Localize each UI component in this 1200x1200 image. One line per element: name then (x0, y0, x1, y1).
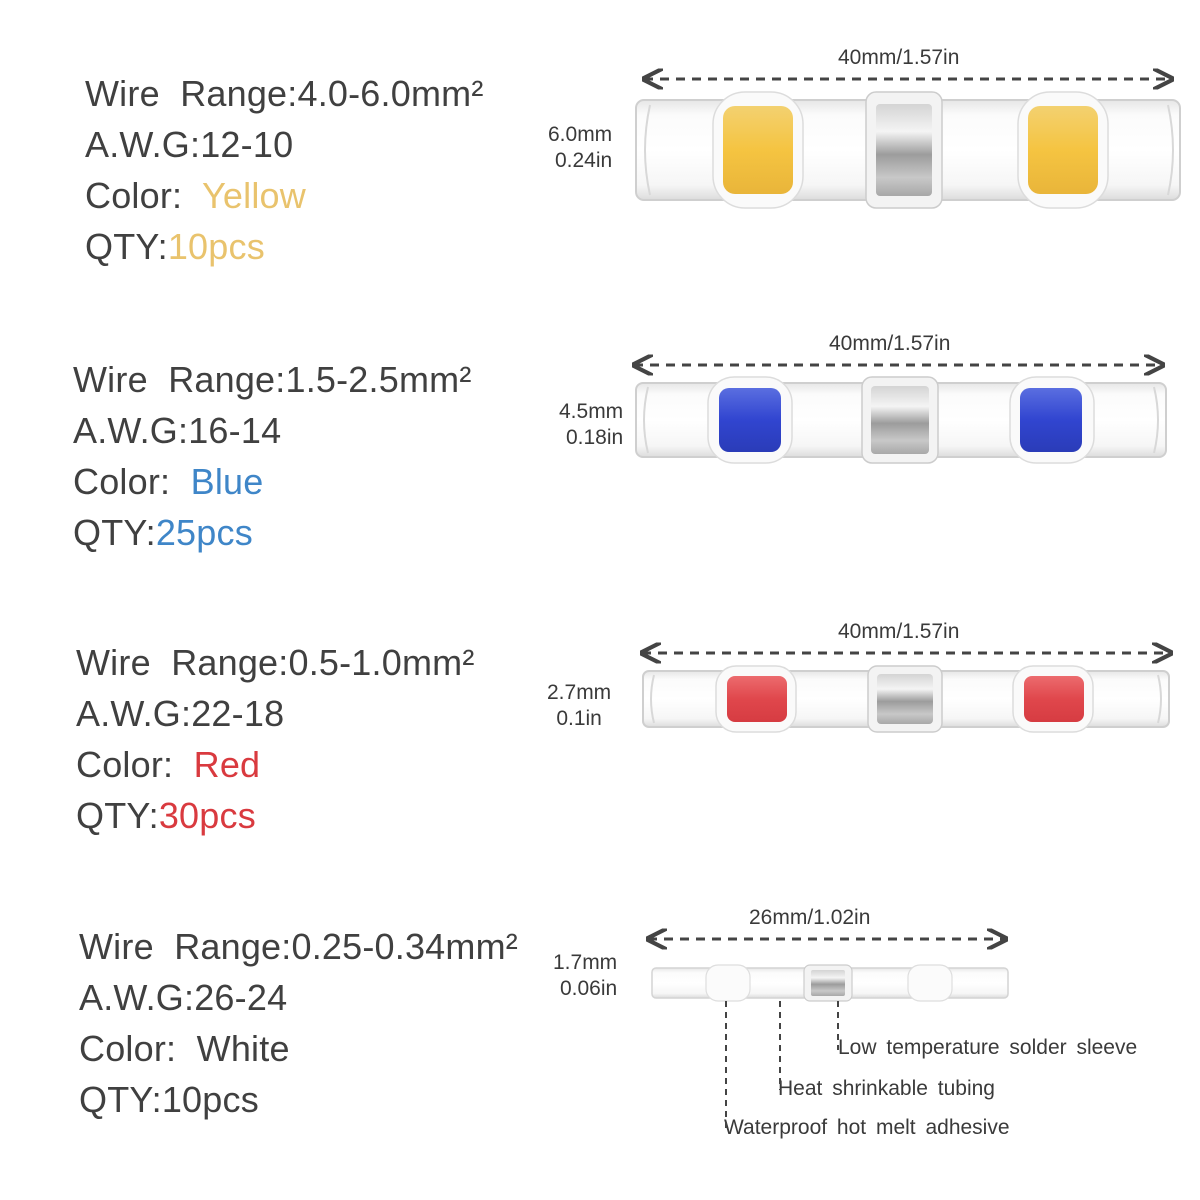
diameter-label: 1.7mm 0.06in (553, 950, 617, 1002)
qty-line: QTY:10pcs (85, 221, 484, 272)
color-value: Blue (190, 461, 264, 502)
color-line: Color: Red (76, 739, 475, 790)
callout-adhesive: Waterproof hot melt adhesive (724, 1116, 1010, 1139)
qty-label: QTY: (85, 226, 168, 267)
color-value: Yellow (202, 175, 306, 216)
diameter-mm: 2.7mm (547, 681, 612, 704)
qty-value: 25pcs (155, 512, 253, 553)
diameter-in: 0.1in (556, 707, 602, 730)
connector-yellow (635, 91, 1181, 209)
diameter-label: 2.7mm 0.1in (547, 680, 611, 732)
spec-block-red: Wire Range:0.5-1.0mm² A.W.G:22-18 Color:… (76, 637, 475, 841)
awg: A.W.G:26-24 (79, 977, 288, 1018)
color-label: Color: (85, 175, 183, 216)
length-label: 40mm/1.57in (838, 46, 960, 69)
length-label: 40mm/1.57in (838, 620, 960, 643)
callout-heat-shrink: Heat shrinkable tubing (778, 1077, 995, 1100)
diameter-mm: 1.7mm (553, 951, 618, 974)
color-line: Color: Yellow (85, 170, 484, 221)
spec-block-yellow: Wire Range:4.0-6.0mm² A.W.G:12-10 Color:… (85, 68, 484, 272)
awg: A.W.G:12-10 (85, 124, 294, 165)
diameter-mm: 4.5mm (559, 400, 624, 423)
wire-range: Wire Range:0.25-0.34mm² (79, 926, 518, 967)
diameter-mm: 6.0mm (548, 123, 613, 146)
wire-range: Wire Range:1.5-2.5mm² (73, 359, 472, 400)
qty-value: 10pcs (161, 1079, 259, 1120)
spec-block-blue: Wire Range:1.5-2.5mm² A.W.G:16-14 Color:… (73, 354, 472, 558)
color-value: Red (193, 744, 261, 785)
qty-line: QTY:10pcs (79, 1074, 518, 1125)
wire-range: Wire Range:4.0-6.0mm² (85, 73, 484, 114)
diameter-label: 4.5mm 0.18in (559, 399, 623, 451)
color-label: Color: (79, 1028, 177, 1069)
diameter-in: 0.18in (565, 426, 624, 449)
color-label: Color: (73, 461, 171, 502)
awg: A.W.G:22-18 (76, 693, 285, 734)
qty-label: QTY: (73, 512, 156, 553)
qty-label: QTY: (76, 795, 159, 836)
qty-value: 30pcs (158, 795, 256, 836)
awg: A.W.G:16-14 (73, 410, 282, 451)
color-line: Color: White (79, 1023, 518, 1074)
qty-line: QTY:25pcs (73, 507, 472, 558)
diameter-in: 0.06in (559, 977, 618, 1000)
wire-range: Wire Range:0.5-1.0mm² (76, 642, 475, 683)
qty-line: QTY:30pcs (76, 790, 475, 841)
callout-solder-sleeve: Low temperature solder sleeve (838, 1036, 1138, 1059)
color-label: Color: (76, 744, 174, 785)
qty-label: QTY: (79, 1079, 162, 1120)
connector-white (651, 964, 1009, 1002)
length-label: 26mm/1.02in (749, 906, 871, 929)
connector-red (642, 665, 1170, 733)
color-value: White (196, 1028, 290, 1069)
color-line: Color: Blue (73, 456, 472, 507)
diameter-in: 0.24in (554, 149, 613, 172)
spec-block-white: Wire Range:0.25-0.34mm² A.W.G:26-24 Colo… (79, 921, 518, 1125)
length-label: 40mm/1.57in (829, 332, 951, 355)
connector-blue (635, 376, 1167, 464)
diameter-label: 6.0mm 0.24in (548, 122, 612, 174)
qty-value: 10pcs (167, 226, 265, 267)
